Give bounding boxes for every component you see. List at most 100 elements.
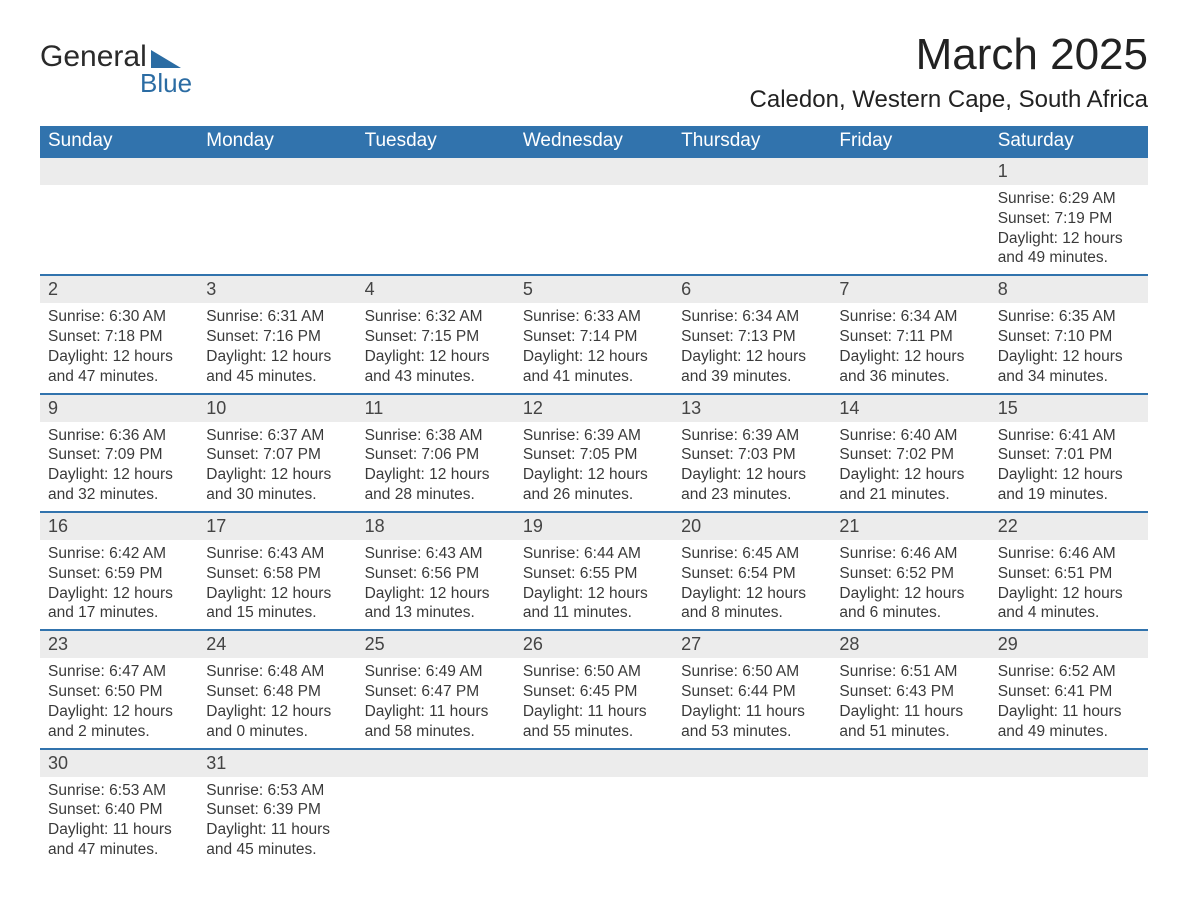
- day-number-cell: 15: [990, 394, 1148, 422]
- col-sunday: Sunday: [40, 126, 198, 157]
- day-detail-cell: Sunrise: 6:31 AMSunset: 7:16 PMDaylight:…: [198, 303, 356, 393]
- week-detail-row: Sunrise: 6:36 AMSunset: 7:09 PMDaylight:…: [40, 422, 1148, 512]
- day-detail-cell: [40, 185, 198, 275]
- day-number-cell: [673, 157, 831, 185]
- sunset-text: Sunset: 6:58 PM: [206, 564, 348, 584]
- daylight-text: Daylight: 12 hours and 8 minutes.: [681, 584, 823, 624]
- day-number-cell: 7: [831, 275, 989, 303]
- sunrise-text: Sunrise: 6:31 AM: [206, 307, 348, 327]
- day-detail-cell: Sunrise: 6:34 AMSunset: 7:11 PMDaylight:…: [831, 303, 989, 393]
- day-detail-cell: Sunrise: 6:43 AMSunset: 6:56 PMDaylight:…: [357, 540, 515, 630]
- day-detail-cell: [357, 185, 515, 275]
- daylight-text: Daylight: 11 hours and 58 minutes.: [365, 702, 507, 742]
- sunrise-text: Sunrise: 6:52 AM: [998, 662, 1140, 682]
- daylight-text: Daylight: 11 hours and 53 minutes.: [681, 702, 823, 742]
- day-number-cell: [831, 749, 989, 777]
- day-detail-cell: Sunrise: 6:49 AMSunset: 6:47 PMDaylight:…: [357, 658, 515, 748]
- sunrise-text: Sunrise: 6:53 AM: [48, 781, 190, 801]
- sunrise-text: Sunrise: 6:44 AM: [523, 544, 665, 564]
- sunrise-text: Sunrise: 6:48 AM: [206, 662, 348, 682]
- daylight-text: Daylight: 12 hours and 32 minutes.: [48, 465, 190, 505]
- sunset-text: Sunset: 6:43 PM: [839, 682, 981, 702]
- sunrise-text: Sunrise: 6:46 AM: [998, 544, 1140, 564]
- daylight-text: Daylight: 12 hours and 11 minutes.: [523, 584, 665, 624]
- sunset-text: Sunset: 6:59 PM: [48, 564, 190, 584]
- day-number-cell: 9: [40, 394, 198, 422]
- day-detail-cell: [515, 777, 673, 866]
- sunset-text: Sunset: 7:05 PM: [523, 445, 665, 465]
- sunset-text: Sunset: 7:06 PM: [365, 445, 507, 465]
- day-number-cell: 22: [990, 512, 1148, 540]
- daylight-text: Daylight: 12 hours and 41 minutes.: [523, 347, 665, 387]
- calendar-table: Sunday Monday Tuesday Wednesday Thursday…: [40, 126, 1148, 866]
- daylight-text: Daylight: 11 hours and 47 minutes.: [48, 820, 190, 860]
- day-detail-cell: Sunrise: 6:37 AMSunset: 7:07 PMDaylight:…: [198, 422, 356, 512]
- logo-flag-icon: [151, 50, 181, 68]
- day-detail-cell: Sunrise: 6:39 AMSunset: 7:05 PMDaylight:…: [515, 422, 673, 512]
- sunset-text: Sunset: 6:56 PM: [365, 564, 507, 584]
- day-detail-cell: Sunrise: 6:34 AMSunset: 7:13 PMDaylight:…: [673, 303, 831, 393]
- week-daynum-row: 1: [40, 157, 1148, 185]
- sunrise-text: Sunrise: 6:39 AM: [681, 426, 823, 446]
- location-subtitle: Caledon, Western Cape, South Africa: [750, 86, 1148, 114]
- day-number-cell: 28: [831, 630, 989, 658]
- day-detail-cell: Sunrise: 6:46 AMSunset: 6:52 PMDaylight:…: [831, 540, 989, 630]
- week-daynum-row: 9101112131415: [40, 394, 1148, 422]
- sunset-text: Sunset: 6:44 PM: [681, 682, 823, 702]
- sunset-text: Sunset: 6:47 PM: [365, 682, 507, 702]
- col-saturday: Saturday: [990, 126, 1148, 157]
- day-number-cell: [515, 157, 673, 185]
- sunrise-text: Sunrise: 6:38 AM: [365, 426, 507, 446]
- day-number-cell: 3: [198, 275, 356, 303]
- daylight-text: Daylight: 12 hours and 17 minutes.: [48, 584, 190, 624]
- sunrise-text: Sunrise: 6:43 AM: [365, 544, 507, 564]
- day-header-row: Sunday Monday Tuesday Wednesday Thursday…: [40, 126, 1148, 157]
- day-number-cell: [990, 749, 1148, 777]
- day-number-cell: 5: [515, 275, 673, 303]
- daylight-text: Daylight: 11 hours and 49 minutes.: [998, 702, 1140, 742]
- day-detail-cell: Sunrise: 6:32 AMSunset: 7:15 PMDaylight:…: [357, 303, 515, 393]
- day-number-cell: 4: [357, 275, 515, 303]
- day-number-cell: 27: [673, 630, 831, 658]
- sunrise-text: Sunrise: 6:47 AM: [48, 662, 190, 682]
- col-thursday: Thursday: [673, 126, 831, 157]
- daylight-text: Daylight: 12 hours and 19 minutes.: [998, 465, 1140, 505]
- daylight-text: Daylight: 12 hours and 13 minutes.: [365, 584, 507, 624]
- day-number-cell: 21: [831, 512, 989, 540]
- sunrise-text: Sunrise: 6:33 AM: [523, 307, 665, 327]
- sunrise-text: Sunrise: 6:30 AM: [48, 307, 190, 327]
- sunrise-text: Sunrise: 6:46 AM: [839, 544, 981, 564]
- sunset-text: Sunset: 7:11 PM: [839, 327, 981, 347]
- day-detail-cell: [673, 777, 831, 866]
- week-daynum-row: 3031: [40, 749, 1148, 777]
- day-number-cell: 18: [357, 512, 515, 540]
- week-daynum-row: 16171819202122: [40, 512, 1148, 540]
- day-detail-cell: Sunrise: 6:52 AMSunset: 6:41 PMDaylight:…: [990, 658, 1148, 748]
- day-number-cell: 23: [40, 630, 198, 658]
- col-monday: Monday: [198, 126, 356, 157]
- sunset-text: Sunset: 7:19 PM: [998, 209, 1140, 229]
- sunset-text: Sunset: 6:39 PM: [206, 800, 348, 820]
- daylight-text: Daylight: 12 hours and 43 minutes.: [365, 347, 507, 387]
- sunset-text: Sunset: 6:45 PM: [523, 682, 665, 702]
- day-detail-cell: Sunrise: 6:39 AMSunset: 7:03 PMDaylight:…: [673, 422, 831, 512]
- logo-text-bottom: Blue: [40, 68, 192, 99]
- day-detail-cell: Sunrise: 6:44 AMSunset: 6:55 PMDaylight:…: [515, 540, 673, 630]
- daylight-text: Daylight: 12 hours and 6 minutes.: [839, 584, 981, 624]
- day-number-cell: 26: [515, 630, 673, 658]
- sunset-text: Sunset: 7:14 PM: [523, 327, 665, 347]
- day-number-cell: 6: [673, 275, 831, 303]
- sunset-text: Sunset: 6:51 PM: [998, 564, 1140, 584]
- daylight-text: Daylight: 12 hours and 23 minutes.: [681, 465, 823, 505]
- daylight-text: Daylight: 12 hours and 34 minutes.: [998, 347, 1140, 387]
- week-detail-row: Sunrise: 6:47 AMSunset: 6:50 PMDaylight:…: [40, 658, 1148, 748]
- day-number-cell: 11: [357, 394, 515, 422]
- day-number-cell: 2: [40, 275, 198, 303]
- week-daynum-row: 23242526272829: [40, 630, 1148, 658]
- day-number-cell: 19: [515, 512, 673, 540]
- day-number-cell: 29: [990, 630, 1148, 658]
- daylight-text: Daylight: 12 hours and 4 minutes.: [998, 584, 1140, 624]
- daylight-text: Daylight: 12 hours and 30 minutes.: [206, 465, 348, 505]
- day-number-cell: 12: [515, 394, 673, 422]
- sunset-text: Sunset: 6:41 PM: [998, 682, 1140, 702]
